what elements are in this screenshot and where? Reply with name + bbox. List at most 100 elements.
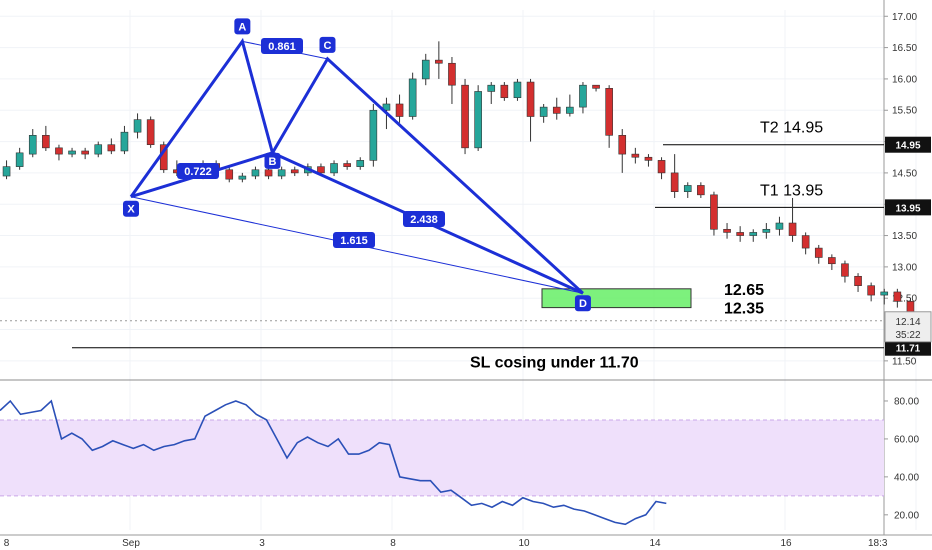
candle [867, 282, 875, 302]
candle [146, 116, 155, 148]
candle-body [788, 222, 797, 236]
candle [107, 138, 116, 155]
candle [369, 103, 378, 167]
ratio-badge [261, 38, 303, 54]
candle [290, 166, 299, 177]
rsi-tick-label: 80.00 [894, 396, 919, 407]
candle-body [251, 169, 260, 177]
point-label-b: B [269, 156, 277, 168]
candle [81, 147, 89, 160]
point-label-c: C [324, 40, 332, 52]
candle [828, 254, 836, 271]
current-price-tag: 12.14 [895, 317, 920, 328]
rsi-band [0, 419, 884, 496]
target-price-tag-bg [885, 136, 931, 153]
candle-body [566, 106, 574, 114]
candle [251, 166, 260, 180]
candle [683, 182, 692, 198]
stop-label: SL cosing under 11.70 [470, 355, 639, 372]
time-tick-label: 10 [518, 538, 530, 549]
candle [539, 103, 548, 123]
candle-body [2, 166, 11, 177]
time-tick-label: 18:3 [868, 538, 888, 549]
candle [749, 229, 758, 242]
candle-body [238, 175, 247, 180]
target-label: T2 14.95 [760, 120, 823, 137]
candle-body [867, 285, 875, 296]
candle-body [42, 135, 50, 149]
candle-body [408, 78, 417, 117]
candle [657, 157, 666, 180]
point-label-d: D [579, 298, 587, 310]
current-price-tag-bg [884, 311, 932, 343]
target-label: T1 13.95 [760, 182, 823, 199]
candle [631, 147, 640, 164]
price-tick-label: 12.50 [892, 294, 917, 305]
point-label-x: X [127, 204, 135, 216]
candle-body [683, 185, 692, 192]
candle [408, 72, 417, 120]
price-tick-label: 13.50 [892, 231, 917, 242]
candle-body [395, 103, 404, 117]
candle-body [421, 59, 430, 80]
candle-body [644, 156, 653, 161]
candle-body [382, 103, 391, 111]
candle-body [801, 235, 810, 249]
candle-body [736, 232, 744, 236]
ratio-badge [177, 163, 219, 179]
candle [448, 56, 456, 104]
candle-body [356, 160, 365, 167]
time-tick-label: 3 [259, 538, 265, 549]
ratio-label: 0.722 [184, 166, 212, 178]
candle-body [579, 84, 587, 108]
point-label-a: A [238, 21, 246, 33]
point-badge [574, 295, 591, 312]
candle-body [605, 88, 613, 136]
point-badge [264, 152, 281, 169]
candle-body [68, 150, 76, 155]
candle [605, 85, 613, 148]
rsi-line [0, 399, 667, 526]
candle [94, 141, 103, 158]
price-tick-label: 13.00 [892, 262, 917, 273]
candle-body [618, 135, 627, 155]
zone-low-label: 12.35 [724, 301, 764, 318]
candle [435, 41, 443, 79]
candle [133, 113, 142, 139]
candle-body [107, 144, 116, 152]
candle [618, 129, 627, 173]
candle [277, 166, 286, 180]
price-tick-label: 17.00 [892, 12, 917, 23]
candle [474, 85, 482, 151]
candle [461, 78, 469, 155]
price-tick-label: 16.50 [892, 43, 917, 54]
price-tick-label: 14.50 [892, 168, 917, 179]
rsi-tick-label: 20.00 [894, 510, 919, 521]
point-badge [123, 200, 139, 217]
candle [841, 260, 849, 283]
candle-body [15, 152, 24, 167]
candle-body [225, 169, 234, 180]
candle-body [448, 62, 456, 86]
candle [120, 125, 129, 155]
ratio-badge [333, 232, 375, 248]
target-price-tag: 13.95 [895, 203, 920, 214]
candle [579, 82, 587, 114]
entry-zone [541, 288, 692, 309]
candle [42, 125, 50, 151]
candle-body [657, 160, 666, 174]
candle-body [146, 119, 155, 146]
candle [814, 244, 823, 264]
candle [893, 288, 902, 308]
time-tick-label: 16 [780, 538, 792, 549]
candle [552, 97, 561, 120]
candle-body [854, 275, 862, 286]
candle-body [670, 172, 679, 192]
candle [487, 82, 496, 104]
candle [710, 191, 718, 236]
rsi-tick-label: 60.00 [894, 434, 919, 445]
candle [854, 273, 862, 292]
candle [421, 53, 430, 86]
candle-body [290, 169, 299, 174]
